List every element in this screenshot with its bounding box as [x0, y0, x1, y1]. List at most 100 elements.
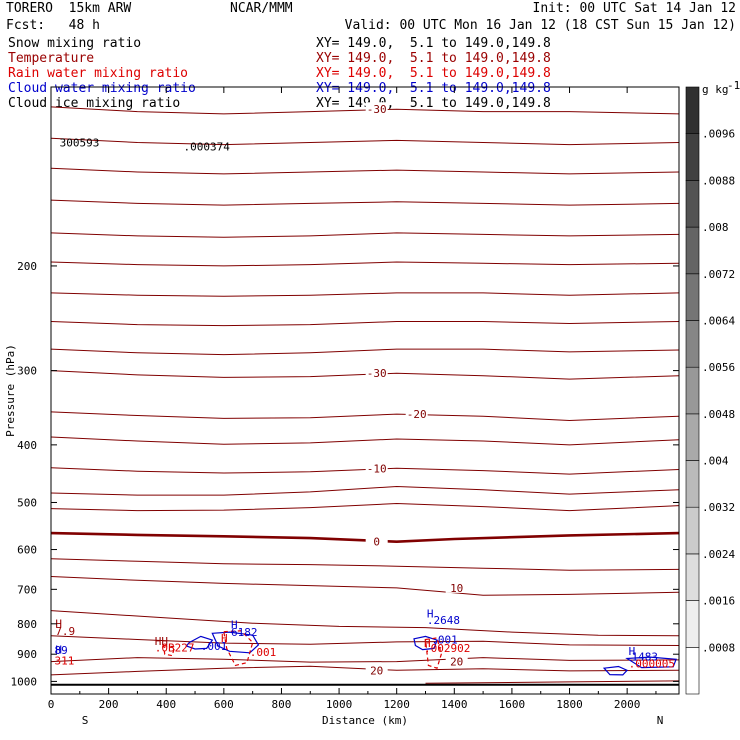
- field-snow-xy: XY= 149.0, 5.1 to 149.0,149.8: [316, 36, 551, 51]
- y-tick-label: 400: [17, 439, 37, 452]
- contour-annotation: 7.9: [55, 625, 75, 638]
- temperature-contour: [50, 665, 680, 676]
- center-name: NCAR/MMM: [230, 1, 293, 16]
- temperature-contour-label: -30: [367, 367, 387, 380]
- temperature-contour: [50, 657, 680, 663]
- cloud-water-contour: [211, 631, 260, 654]
- x-tick-label: 400: [156, 698, 176, 711]
- temperature-contour-label: -30: [367, 103, 387, 116]
- temperature-contour: [50, 635, 680, 646]
- colorbar-level-label: .0056: [702, 361, 735, 374]
- hydrometeor-layer: [162, 630, 677, 676]
- temperature-contour: [50, 370, 680, 380]
- contour-annotation: H: [424, 637, 431, 650]
- x-tick-label: 0: [48, 698, 55, 711]
- temperature-contour: [50, 199, 680, 206]
- temperature-contour: [50, 610, 680, 637]
- field-rain-xy: XY= 149.0, 5.1 to 149.0,149.8: [316, 66, 551, 81]
- plot-border: [50, 86, 680, 695]
- valid-time: Valid: 00 UTC Mon 16 Jan 12 (18 CST Sun …: [344, 18, 736, 33]
- contour-label-bg: [405, 407, 428, 420]
- contour-label-bg: [445, 580, 468, 593]
- temperature-contour: [50, 558, 680, 571]
- x-tick-label: 200: [99, 698, 119, 711]
- temperature-contour: [50, 321, 680, 327]
- x-tick-label: 1600: [499, 698, 526, 711]
- temperature-contour: [50, 137, 680, 146]
- temperature-contour-label: 20: [450, 656, 463, 669]
- contour-label-bg: [365, 366, 388, 379]
- temperature-contour: [50, 292, 680, 297]
- cloud-water-contour: [185, 635, 214, 650]
- contour-annotation: HH: [155, 635, 168, 648]
- colorbar-level-label: .0088: [702, 174, 735, 187]
- contour-annotation: H: [231, 619, 238, 632]
- x-tick-label: 600: [214, 698, 234, 711]
- y-tick-label: 900: [17, 648, 37, 661]
- y-axis-title: Pressure (hPa): [4, 344, 17, 437]
- colorbar-level-label: .0048: [702, 408, 735, 421]
- colorbar-level-label: .0072: [702, 268, 735, 281]
- temperature-contour: [50, 411, 680, 422]
- contour-annotation: 6182: [231, 626, 258, 639]
- contour-label-bg: [365, 534, 388, 547]
- colorbar-swatch: [685, 133, 700, 181]
- rain-water-contour: [424, 637, 442, 669]
- temperature-contour: [50, 106, 680, 115]
- colorbar-swatch: [685, 273, 700, 321]
- temperature-contour: [50, 576, 680, 596]
- field-snow-label: Snow mixing ratio: [8, 36, 142, 51]
- field-rain-label: Rain water mixing ratio: [8, 66, 189, 81]
- contour-layer: -30 -30 -20 -10 0 10 20 20: [50, 102, 680, 686]
- field-temperature-xy: XY= 149.0, 5.1 to 149.0,149.8: [316, 51, 551, 66]
- contour-label-bg: [365, 461, 388, 474]
- temperature-contour-label: 10: [450, 582, 463, 595]
- contour-annotation: .000374: [184, 141, 231, 154]
- cloud-water-contour: [413, 635, 438, 651]
- temperature-contour: [425, 680, 680, 684]
- contour-annotation: H: [427, 607, 434, 620]
- temperature-contour: [50, 167, 680, 175]
- contour-annotation: H: [55, 618, 62, 631]
- x-tick-label: 1400: [441, 698, 468, 711]
- colorbar-level-label: .0016: [702, 595, 735, 608]
- colorbar-unit-exponent: -1: [727, 79, 740, 92]
- contour-annotation: 311: [54, 654, 74, 667]
- contour-annotation: H: [221, 632, 228, 645]
- colorbar-level-label: .008: [702, 221, 729, 234]
- colorbar-level-label: .0024: [702, 548, 735, 561]
- rain-water-contour: [223, 630, 254, 667]
- temperature-contour: [50, 436, 680, 446]
- contour-annotation: H: [629, 645, 636, 658]
- colorbar-swatch: [685, 600, 700, 648]
- temperature-contour: [50, 467, 680, 475]
- temperature-contour: [50, 531, 680, 544]
- y-tick-label: 700: [17, 583, 37, 596]
- annotation-layer: H7.9H89311HH.0B227H6182H.001.001H.2648.0…: [54, 137, 674, 671]
- model-name: TORERO 15km ARW: [6, 1, 132, 16]
- temperature-contour-label: 20: [370, 664, 383, 677]
- forecast-hour: Fcst: 48 h: [6, 18, 100, 33]
- x-tick-label: 1800: [556, 698, 583, 711]
- cloud-water-contour: [625, 656, 677, 669]
- contour-annotation: 89: [54, 644, 67, 657]
- colorbar-level-label: .0096: [702, 128, 735, 141]
- colorbar-swatch: [685, 553, 700, 601]
- cloud-water-contour: [602, 665, 629, 676]
- x-axis-title: Distance (km): [322, 714, 408, 727]
- contour-annotation: .001: [250, 646, 276, 659]
- x-tick-label: 2000: [614, 698, 641, 711]
- temperature-contour: [50, 502, 680, 512]
- colorbar-swatch: [685, 366, 700, 415]
- colorbar-swatch: [685, 226, 700, 275]
- contour-annotation: 300593: [60, 137, 100, 150]
- colorbar-level-label: .0064: [702, 314, 735, 327]
- contour-annotation: .001: [201, 640, 228, 653]
- x-tick-label: 800: [272, 698, 292, 711]
- rain-water-contour: [162, 644, 176, 657]
- y-tick-label: 200: [17, 260, 37, 273]
- colorbar-swatch: [685, 320, 700, 368]
- field-cloudice-xy: XY= 149.0, 5.1 to 149.0,149.8: [316, 96, 551, 111]
- contour-annotation: 1483: [631, 650, 658, 663]
